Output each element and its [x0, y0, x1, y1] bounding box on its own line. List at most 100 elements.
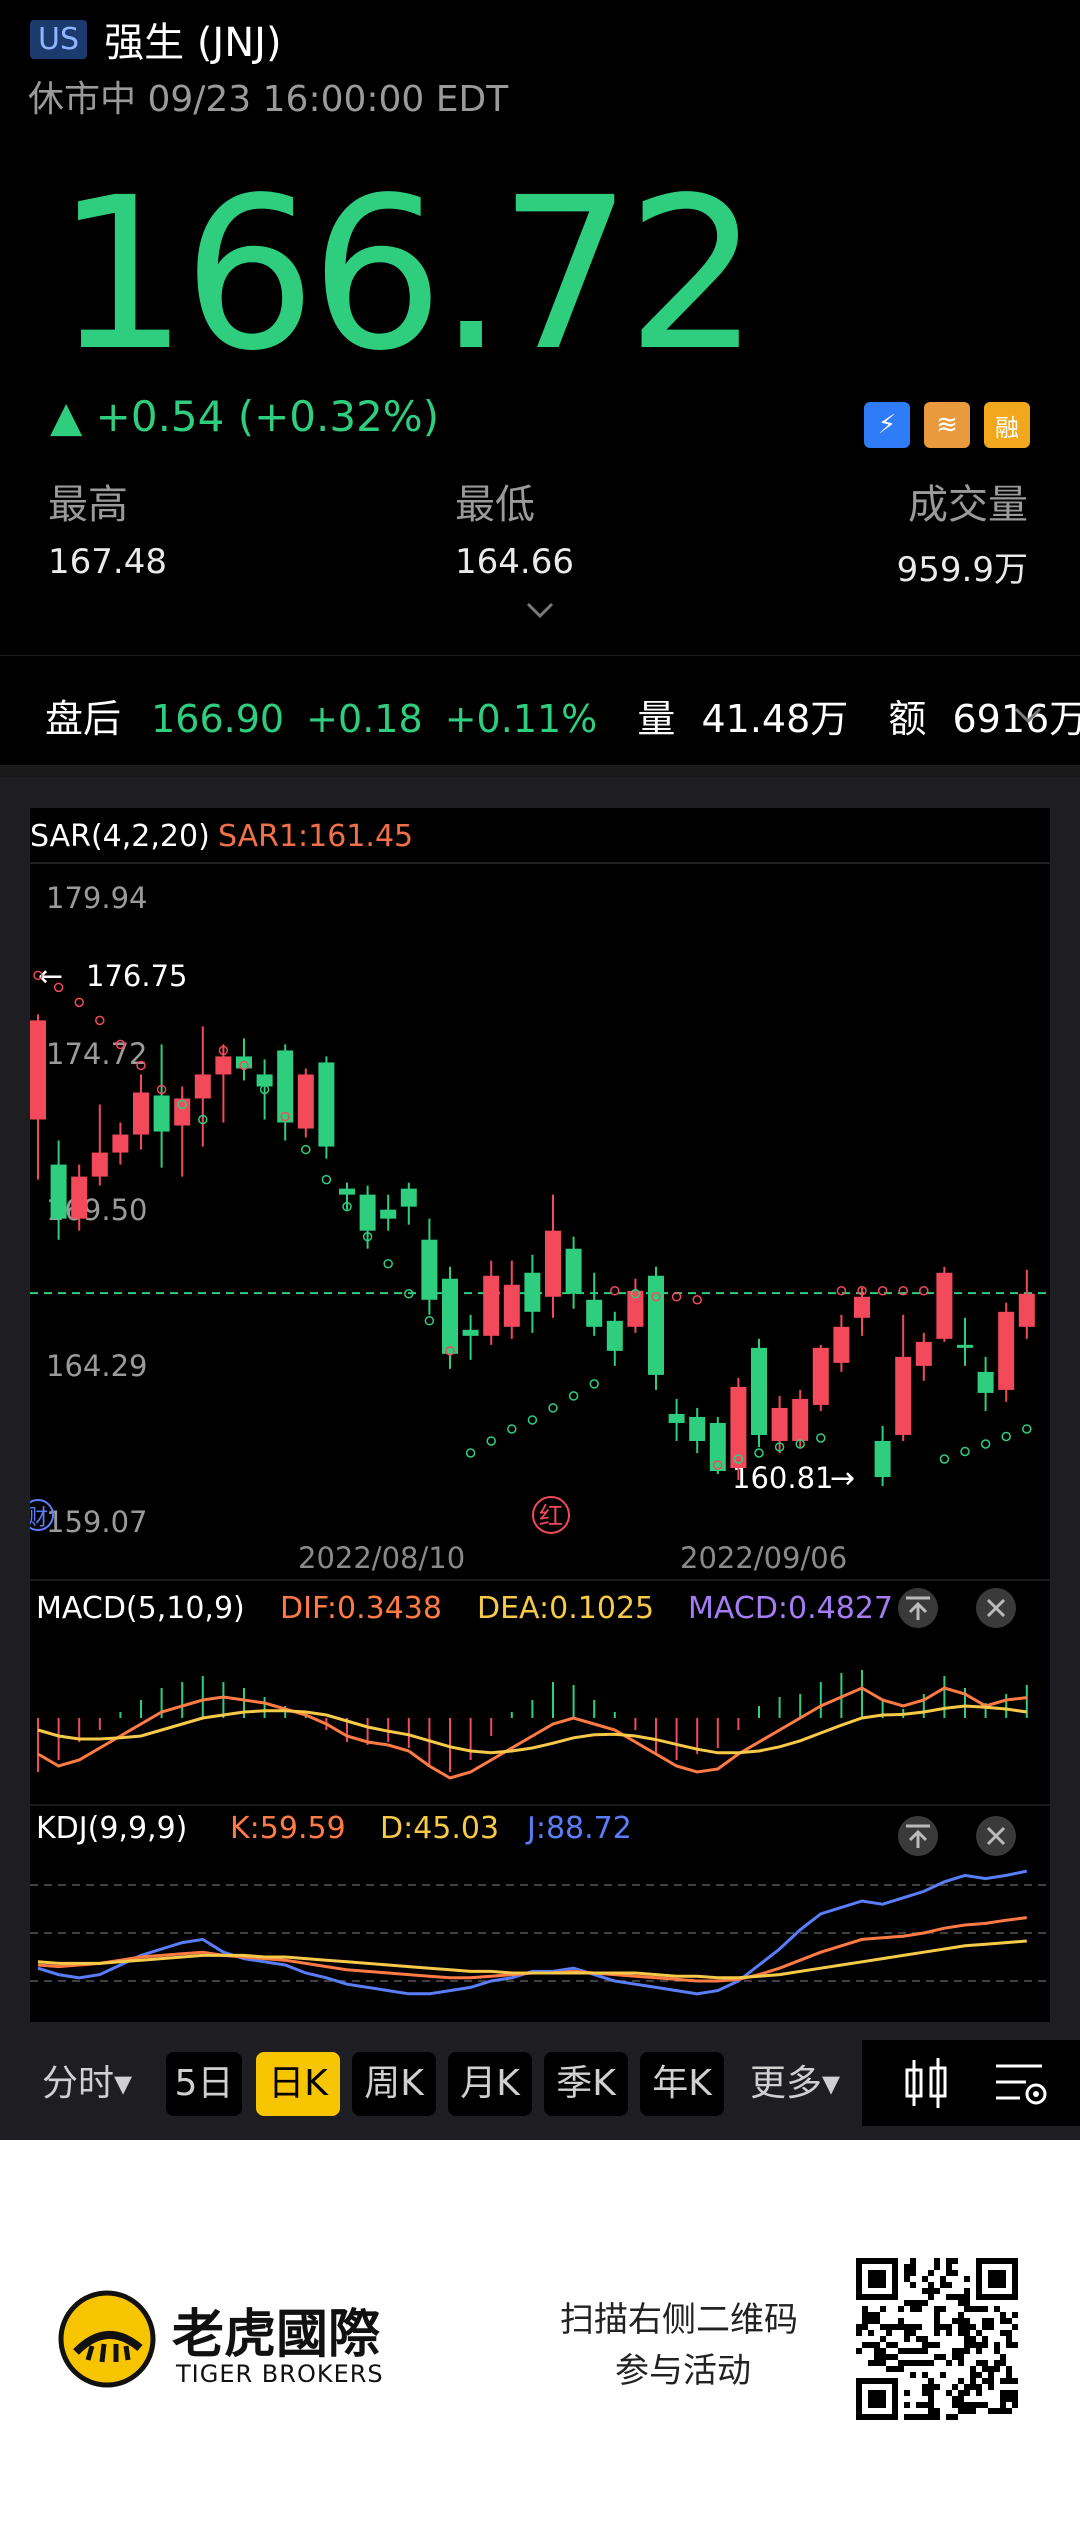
candle-body: [174, 1098, 191, 1126]
sar-dot: [424, 1316, 435, 1326]
qr-module: [964, 2390, 970, 2396]
candle-body: [71, 1176, 88, 1219]
candle-body: [895, 1356, 912, 1435]
qr-module: [928, 2342, 934, 2348]
qr-module: [976, 2342, 982, 2348]
kline-chart[interactable]: SAR(4,2,20) SAR1:161.45 179.94 174.72 16…: [30, 808, 1050, 2022]
qr-module: [952, 2318, 958, 2324]
candle-body: [854, 1296, 870, 1318]
qr-module: [1012, 2390, 1018, 2396]
margin-badge[interactable]: 融: [984, 402, 1030, 448]
candle-body: [874, 1440, 891, 1478]
qr-module: [1012, 2312, 1018, 2318]
last-price: 166.72: [55, 152, 760, 397]
qr-module: [934, 2354, 940, 2360]
earnings-marker[interactable]: [30, 1499, 54, 1531]
sar-dot: [239, 1060, 249, 1071]
qr-module: [928, 2414, 934, 2420]
qr-module: [910, 2360, 916, 2366]
after-hours-volume: 41.48万: [701, 697, 849, 741]
qr-module: [976, 2372, 982, 2378]
after-hours-label: 盘后: [45, 697, 122, 741]
candle-body: [627, 1290, 644, 1327]
chevron-down-icon[interactable]: [1010, 702, 1046, 728]
qr-module: [952, 2348, 958, 2354]
qr-module: [994, 2408, 1000, 2414]
tab-daily-k[interactable]: 日K: [256, 2052, 340, 2116]
sar-dot: [919, 1286, 929, 1296]
qr-module: [976, 2330, 982, 2336]
sar-indicator-label[interactable]: SAR(4,2,20): [30, 819, 210, 854]
tab-yearly-k[interactable]: 年K: [640, 2052, 724, 2116]
dea-value: DEA:0.1025: [477, 1591, 654, 1626]
sar-dot: [939, 1454, 950, 1464]
candle-body: [421, 1239, 438, 1300]
y-tick-label: 164.29: [46, 1349, 147, 1383]
earnings-marker-label: 财: [30, 1506, 48, 1531]
tab-monthly-k[interactable]: 月K: [448, 2052, 532, 2116]
close-icon[interactable]: [976, 1816, 1016, 1856]
dif-value: DIF:0.3438: [280, 1591, 442, 1626]
pin-top-icon[interactable]: [898, 1816, 938, 1856]
dea-line: [37, 1704, 1028, 1755]
chart-settings-button[interactable]: [960, 2040, 1080, 2126]
qr-module: [1000, 2312, 1006, 2318]
layers-icon[interactable]: ≋: [924, 402, 970, 448]
tab-intraday[interactable]: 分时▾: [41, 2063, 133, 2104]
sar-dot: [74, 997, 84, 1008]
qr-module: [910, 2348, 916, 2354]
share-footer: 老虎國際 TIGER BROKERS 扫描右侧二维码 参与活动: [0, 2140, 1080, 2540]
qr-module: [970, 2306, 976, 2312]
after-hours-change: +0.18: [306, 697, 423, 741]
pin-top-icon[interactable]: [898, 1588, 938, 1628]
qr-module: [904, 2264, 910, 2270]
candle-body: [545, 1230, 561, 1297]
qr-module: [970, 2336, 976, 2342]
qr-module: [946, 2324, 952, 2330]
after-hours-row[interactable]: 盘后 166.90 +0.18 +0.11% 量 41.48万 额 6916万: [45, 688, 1080, 743]
sar-dot: [589, 1379, 599, 1389]
tab-quarterly-k[interactable]: 季K: [544, 2052, 628, 2116]
candle-body: [215, 1056, 232, 1075]
d-value: D:45.03: [380, 1811, 499, 1846]
qr-module: [904, 2324, 910, 2330]
qr-module: [982, 2366, 988, 2372]
x-tick-label: 2022/09/06: [680, 1541, 847, 1575]
close-icon[interactable]: [976, 1588, 1016, 1628]
qr-module: [868, 2330, 874, 2336]
qr-module: [904, 2270, 910, 2276]
qr-module: [874, 2342, 880, 2348]
qr-module: [910, 2372, 916, 2378]
qr-module: [922, 2402, 928, 2408]
dividend-marker[interactable]: [532, 1496, 570, 1534]
kdj-indicator-label[interactable]: KDJ(9,9,9): [36, 1811, 187, 1846]
tab-5day[interactable]: 5日: [166, 2052, 242, 2116]
candle-body: [194, 1074, 211, 1099]
qr-module: [1006, 2342, 1012, 2348]
tab-weekly-k[interactable]: 周K: [352, 2052, 436, 2116]
price-change: ▲ +0.54 (+0.32%): [50, 392, 440, 441]
qr-module: [880, 2324, 886, 2330]
qr-module: [994, 2366, 1000, 2372]
qr-module: [994, 2348, 1000, 2354]
qr-module: [970, 2342, 976, 2348]
qr-module: [898, 2318, 904, 2324]
qr-module: [928, 2408, 934, 2414]
qr-module: [922, 2348, 928, 2354]
qr-module: [1006, 2318, 1012, 2324]
chevron-down-icon[interactable]: [522, 596, 558, 624]
qr-module: [958, 2324, 964, 2330]
sar-dot: [115, 1039, 126, 1050]
qr-module: [982, 2378, 988, 2384]
macd-indicator-label[interactable]: MACD(5,10,9): [36, 1591, 245, 1626]
qr-module: [934, 2414, 940, 2420]
qr-module: [976, 2306, 982, 2312]
tab-more[interactable]: 更多▾: [749, 2063, 841, 2104]
sar-dot: [651, 1292, 661, 1302]
qr-code[interactable]: [856, 2258, 1018, 2420]
lightning-icon[interactable]: ⚡: [864, 402, 910, 448]
qr-module: [880, 2348, 886, 2354]
candle-body: [524, 1272, 541, 1312]
y-tick-label: 159.07: [46, 1505, 147, 1539]
sar-dot: [816, 1433, 826, 1443]
